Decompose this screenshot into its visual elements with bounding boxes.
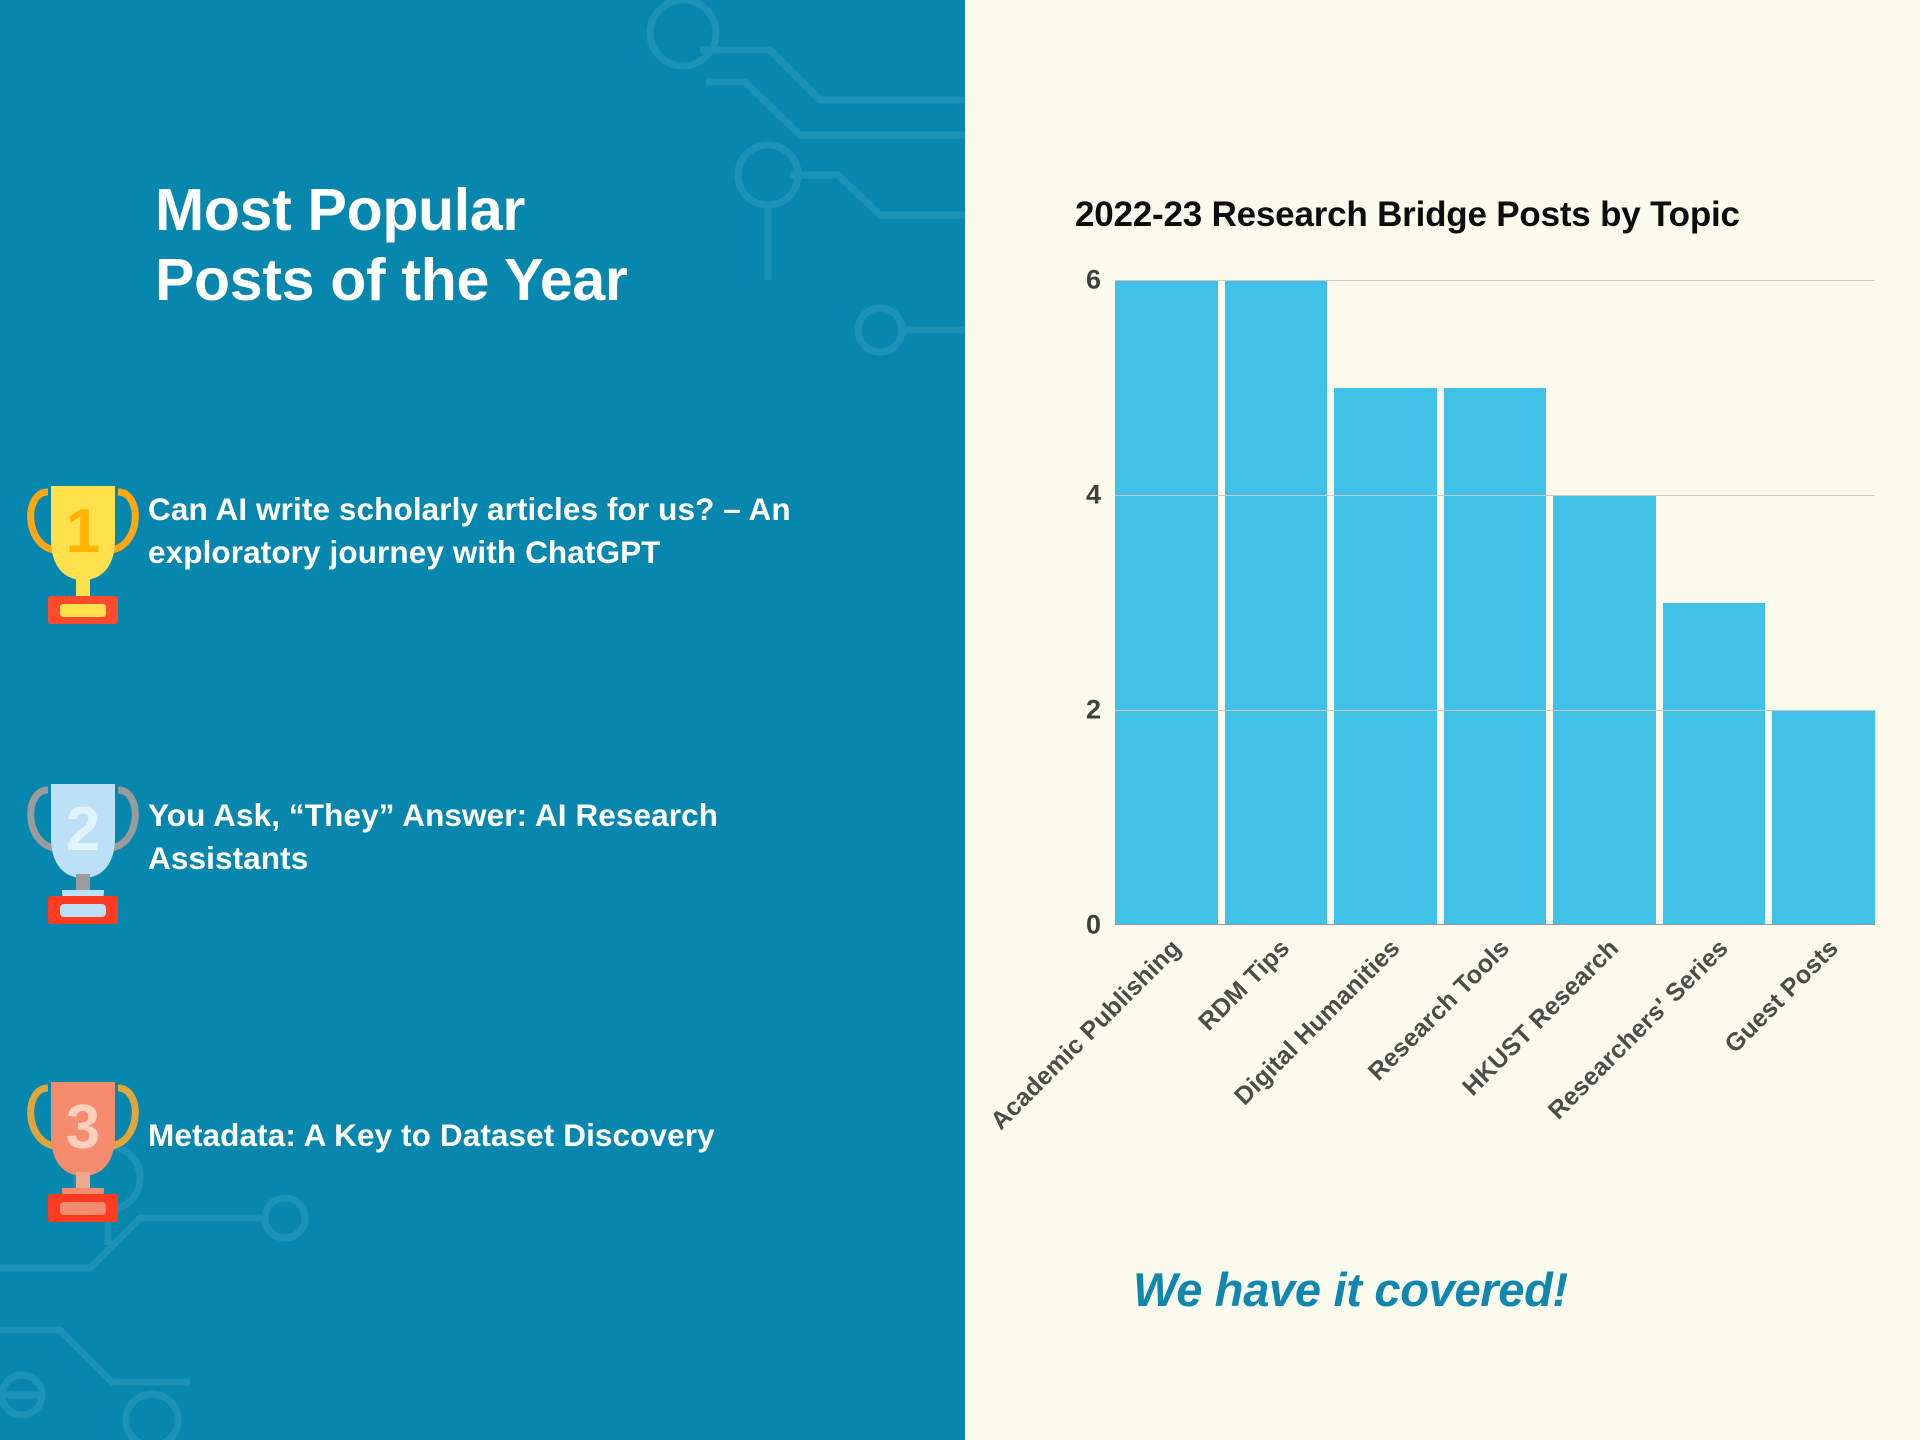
trophy-rank-number: 1 bbox=[66, 497, 100, 566]
x-axis: Academic Publishing RDM Tips Digital Human… bbox=[985, 928, 1875, 1158]
trophy-rank-number: 2 bbox=[66, 795, 100, 864]
bar-series bbox=[1115, 280, 1876, 925]
silver-trophy-icon: 2 bbox=[18, 768, 148, 928]
list-item[interactable]: 2 You Ask, “They” Answer: AI Research As… bbox=[0, 768, 965, 928]
y-axis: 0 2 4 6 bbox=[1015, 265, 1115, 940]
y-axis-tick-label: 0 bbox=[1085, 909, 1101, 940]
gold-trophy-icon: 1 bbox=[18, 470, 148, 630]
x-axis-tick: Academic Publishing bbox=[985, 928, 1218, 1158]
x-axis-tick: Guest Posts bbox=[1719, 928, 1875, 1158]
axis-baseline bbox=[1115, 924, 1875, 925]
list-item[interactable]: 1 Can AI write scholarly articles for us… bbox=[0, 470, 965, 630]
tagline: We have it covered! bbox=[1133, 1263, 1568, 1316]
page-title: Most Popular Posts of the Year bbox=[155, 175, 895, 315]
left-panel: Most Popular Posts of the Year bbox=[0, 0, 965, 1440]
list-item-title: Metadata: A Key to Dataset Discovery bbox=[148, 1117, 715, 1153]
y-axis-tick-label: 4 bbox=[1085, 479, 1101, 510]
gridline bbox=[1115, 710, 1875, 711]
popular-posts-list: 1 Can AI write scholarly articles for us… bbox=[0, 470, 965, 1226]
bar[interactable] bbox=[1224, 280, 1328, 925]
x-axis-tick-label: Academic Publishing bbox=[984, 934, 1187, 1136]
page-title-line1: Most Popular bbox=[155, 177, 526, 243]
list-item[interactable]: 3 Metadata: A Key to Dataset Discovery bbox=[0, 1066, 965, 1226]
chart-title: 2022-23 Research Bridge Posts by Topic bbox=[1075, 195, 1740, 234]
plot-area bbox=[1115, 280, 1876, 925]
bar[interactable] bbox=[1334, 387, 1437, 925]
list-item-title: Can AI write scholarly articles for us? … bbox=[148, 491, 791, 571]
y-axis-tick-label: 6 bbox=[1085, 264, 1101, 295]
bar[interactable] bbox=[1662, 602, 1766, 925]
bronze-trophy-icon: 3 bbox=[18, 1066, 148, 1226]
page-title-line2: Posts of the Year bbox=[155, 247, 628, 314]
trophy-rank-number: 3 bbox=[66, 1093, 100, 1162]
bar[interactable] bbox=[1443, 387, 1547, 925]
list-item-title: You Ask, “They” Answer: AI Research Assi… bbox=[148, 797, 719, 877]
bar[interactable] bbox=[1772, 710, 1876, 925]
gridline bbox=[1115, 280, 1875, 281]
bar[interactable] bbox=[1115, 280, 1218, 925]
gridline bbox=[1115, 495, 1875, 496]
y-axis-tick-label: 2 bbox=[1085, 694, 1101, 725]
right-panel: 2022-23 Research Bridge Posts by Topic 0… bbox=[965, 0, 1920, 1440]
